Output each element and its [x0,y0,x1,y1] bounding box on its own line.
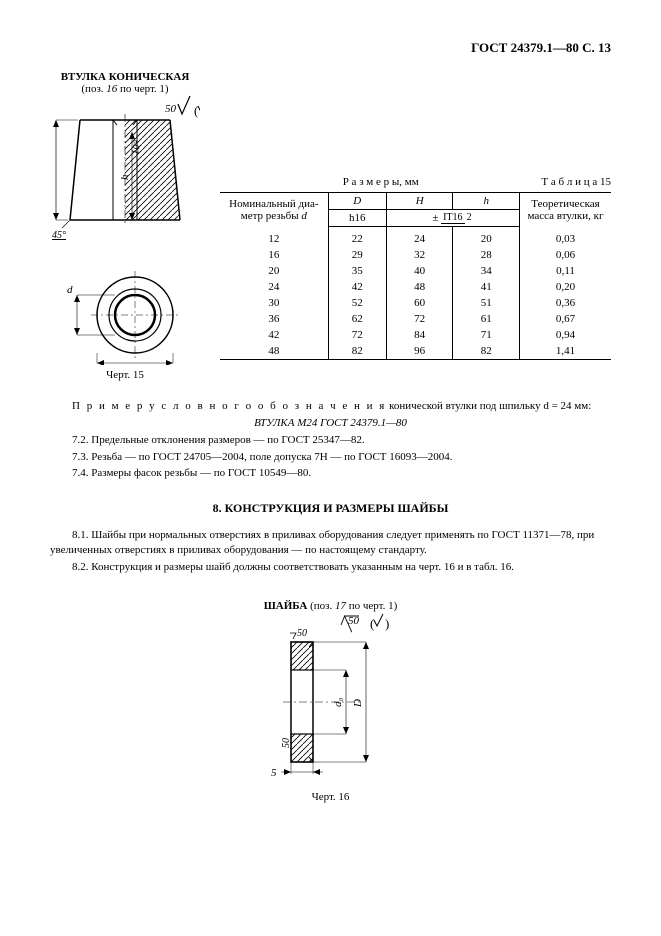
table-row: 162932280,06 [220,247,611,263]
table15-block: Р а з м е р ы, мм Т а б л и ц а 15 Номин… [220,71,611,360]
table-row: 366272610,67 [220,311,611,327]
note-7-4: 7.4. Размеры фасок резьбы — по ГОСТ 1054… [50,466,611,481]
fig15-label-h-small: h [119,174,131,180]
table-cell: 62 [328,311,386,327]
fig15-label-50-top: 50 [165,103,177,115]
fig15-label-d: d [67,284,73,296]
table-row: 244248410,20 [220,279,611,295]
table-cell: 48 [220,343,328,360]
figure16-title: ШАЙБА (поз. 17 по черт. 1) [50,600,611,612]
table15-caption-left: Р а з м е р ы, мм [343,176,419,188]
table-cell: 72 [386,311,453,327]
table-cell: 96 [386,343,453,360]
table-cell: 28 [453,247,520,263]
table-cell: 20 [220,263,328,279]
example-line2: ВТУЛКА М24 ГОСТ 24379.1—80 [50,416,611,431]
table-row: 488296821,41 [220,343,611,360]
svg-text:D: D [352,699,364,708]
table-row: 122224200,03 [220,227,611,248]
th-h16: h16 [328,210,386,227]
figure15-caption: Черт. 15 [50,369,200,381]
table-cell: 0,11 [519,263,611,279]
table-cell: 0,20 [519,279,611,295]
table-cell: 0,36 [519,295,611,311]
note-7-3: 7.3. Резьба — по ГОСТ 24705—2004, поле д… [50,450,611,465]
table-cell: 60 [386,295,453,311]
notes-block: П р и м е р у с л о в н о г о о б о з н … [50,399,611,481]
table-cell: 41 [453,279,520,295]
figure16-block: ШАЙБА (поз. 17 по черт. 1) 50 ( ) [50,600,611,803]
figure15-subtitle: (поз. 16 по черт. 1) [50,83,200,95]
table-cell: 24 [386,227,453,248]
th-H: H [386,193,453,210]
svg-text:45°: 45° [52,230,66,241]
table15-caption-right: Т а б л и ц а 15 [541,176,611,188]
table-row: 427284710,94 [220,327,611,343]
table-cell: 0,67 [519,311,611,327]
section8-body: 8.1. Шайбы при нормальных отверстиях в п… [50,528,611,575]
table-cell: 16 [220,247,328,263]
table-cell: 30 [220,295,328,311]
page-header: ГОСТ 24379.1—80 С. 13 [50,40,611,56]
svg-text:d₀: d₀ [332,697,344,707]
table-cell: 40 [386,263,453,279]
figure15-svg: 50 ( ) [50,95,200,365]
svg-text:50: 50 [297,628,307,639]
table-row: 305260510,36 [220,295,611,311]
table-cell: 72 [328,327,386,343]
figure16-caption: Черт. 16 [50,791,611,803]
svg-text:(: ( [370,616,374,631]
table-cell: 1,41 [519,343,611,360]
table-cell: 82 [453,343,520,360]
table-cell: 48 [386,279,453,295]
svg-text:(: ( [194,103,198,118]
table-cell: 0,94 [519,327,611,343]
table-cell: 32 [386,247,453,263]
table-cell: 12 [220,227,328,248]
figure16-svg: 50 ( ) 50 50 [246,612,416,787]
table-cell: 0,03 [519,227,611,248]
table-cell: 51 [453,295,520,311]
table-cell: 42 [220,327,328,343]
table-cell: 20 [453,227,520,248]
svg-text:5: 5 [271,767,277,779]
figure15-title: ВТУЛКА КОНИЧЕСКАЯ [50,71,200,83]
para-8-2: 8.2. Конструкция и размеры шайб должны с… [50,560,611,575]
table-cell: 61 [453,311,520,327]
para-8-1: 8.1. Шайбы при нормальных отверстиях в п… [50,528,611,558]
table-cell: 34 [453,263,520,279]
table-cell: 82 [328,343,386,360]
table-row: 203540340,11 [220,263,611,279]
table-cell: 22 [328,227,386,248]
table-cell: 0,06 [519,247,611,263]
table-cell: 42 [328,279,386,295]
section8-heading: 8. КОНСТРУКЦИЯ И РАЗМЕРЫ ШАЙБЫ [50,501,611,516]
table-cell: 84 [386,327,453,343]
th-mass: Теоретическая масса втулки, кг [519,193,611,227]
th-d: Номинальный диа-метр резьбы d [220,193,328,227]
table-cell: 35 [328,263,386,279]
th-D: D [328,193,386,210]
table-cell: 24 [220,279,328,295]
fig15-label-H: H [50,166,53,176]
table-cell: 52 [328,295,386,311]
table15: Номинальный диа-метр резьбы d D H h Теор… [220,192,611,360]
th-it16: ± IT162 [386,210,519,227]
svg-text:50: 50 [281,738,292,748]
table-cell: 36 [220,311,328,327]
svg-text:): ) [385,616,389,631]
table-cell: 71 [453,327,520,343]
figure-15-block: ВТУЛКА КОНИЧЕСКАЯ (поз. 16 по черт. 1) 5… [50,71,200,381]
th-h: h [453,193,520,210]
svg-text:50: 50 [348,615,360,627]
example-line1: П р и м е р у с л о в н о г о о б о з н … [50,399,611,414]
note-7-2: 7.2. Предельные отклонения размеров — по… [50,433,611,448]
table-cell: 29 [328,247,386,263]
